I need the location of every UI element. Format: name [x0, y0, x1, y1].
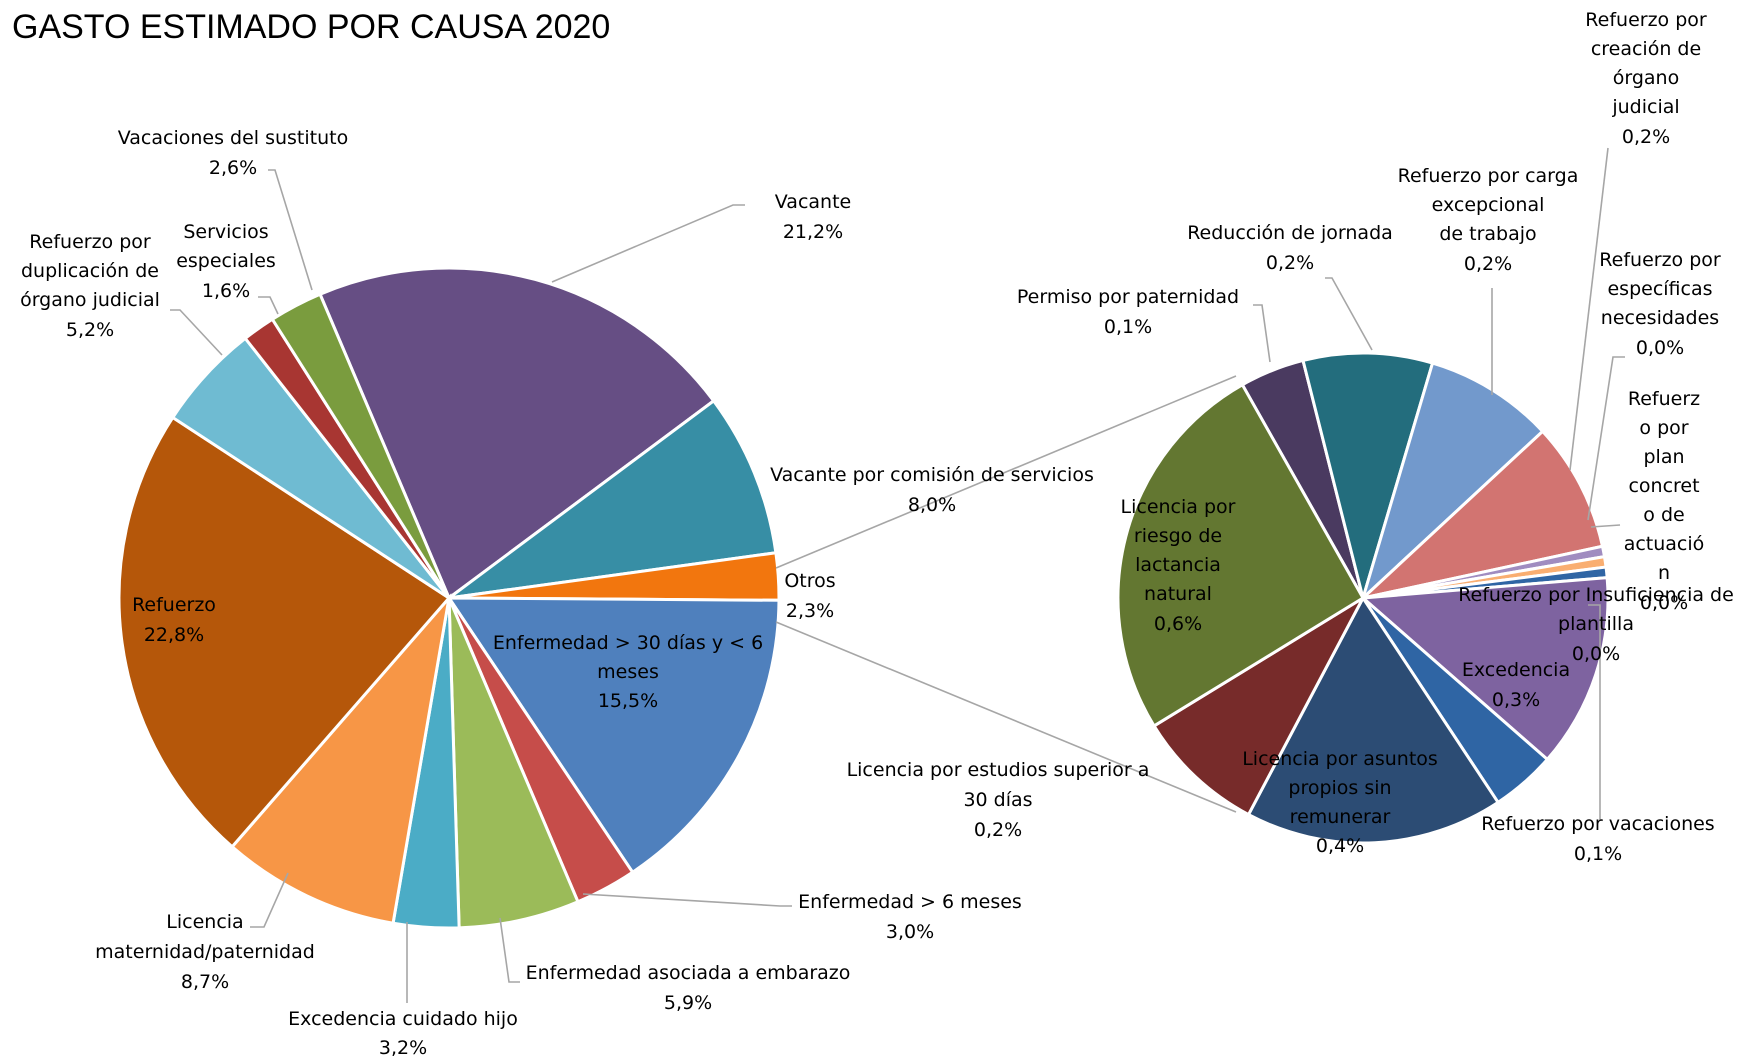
label-lactancia: Licencia por riesgo de lactancia natural 0,6…: [1121, 496, 1236, 635]
label-excedencia-cuidado: Excedencia cuidado hijo 3,2%: [288, 1008, 518, 1056]
main-pie: [117, 266, 781, 930]
leader-duplicacion: [170, 309, 223, 356]
main-slice-enfermedad-30-dias-y-6-meses: [446, 596, 781, 875]
label-duplicacion: Refuerzo por duplicación de órgano judicia…: [20, 231, 160, 341]
leader-vacante: [551, 204, 745, 283]
label-otros: Otros 2,3%: [784, 570, 835, 622]
leader-servicios-especiales: [258, 296, 279, 315]
label-licencia-maternidad: Licencia maternidad/paternidad 8,7%: [95, 911, 315, 993]
leader-especificas: [1587, 356, 1625, 521]
main-slice-vacante: [318, 266, 716, 601]
leader-permiso-paternidad: [1253, 304, 1271, 363]
leader-reduccion-jornada: [1325, 277, 1373, 351]
label-reduccion-jornada: Reducción de jornada 0,2%: [1187, 222, 1393, 274]
main-slice-enfermedad-asociada-a-embarazo: [447, 597, 580, 930]
main-slice-vacaciones-del-sustituto: [270, 292, 451, 599]
label-carga-excepcional: Refuerzo por carga excepcional de trabajo 0…: [1398, 165, 1579, 275]
leader-vacaciones-sustituto: [268, 169, 313, 291]
secondary-slice-reduccion-de-jornada: [1301, 351, 1435, 604]
label-vacante: Vacante 21,2%: [775, 191, 851, 243]
leader-enfermedad-6: [582, 893, 792, 907]
label-vacante-comision: Vacante por comisión de servicios 8,0%: [770, 464, 1094, 516]
main-slice-vacante-por-comision-de-servicios: [448, 398, 778, 600]
chart-title: GASTO ESTIMADO POR CAUSA 2020: [12, 8, 610, 46]
secondary-slice-licencia-por-estudios-superior-a-30-dias: [1151, 593, 1367, 817]
secondary-slice-licencia-por-riesgo-de-lactancia-natural: [1116, 382, 1366, 729]
label-vacaciones-sustituto: Vacaciones del sustituto 2,6%: [118, 127, 348, 179]
leader-embarazo: [499, 917, 520, 983]
label-permiso-paternidad: Permiso por paternidad 0,1%: [1017, 286, 1239, 338]
leader-creacion-organo: [1569, 147, 1609, 471]
main-slice-refuerzo: [117, 415, 452, 849]
secondary-pie: [1116, 351, 1610, 845]
connector-line-top: [775, 375, 1237, 569]
secondary-slice-refuerzo-por-creacion-de-organo-judicial: [1357, 429, 1605, 601]
label-embarazo: Enfermedad asociada a embarazo 5,9%: [526, 962, 851, 1014]
label-plan-concreto: Refuerz o por plan concret o de actuació n 0,0%: [1624, 388, 1705, 614]
label-insuficiencia: Refuerzo por Insuficiencia de plantilla 0,…: [1458, 584, 1734, 665]
label-servicios-especiales: Servicios especiales 1,6%: [176, 221, 276, 302]
label-refuerzo-vacaciones: Refuerzo por vacaciones 0,1%: [1481, 813, 1714, 865]
connector-line-bottom: [775, 621, 1237, 813]
label-refuerzo: Refuerzo 22,8%: [132, 594, 216, 646]
label-creacion-organo: Refuerzo por creación de órgano judicial 0,2…: [1585, 9, 1707, 148]
label-especificas: Refuerzo por específicas necesidades 0,0%: [1599, 249, 1721, 359]
label-estudios: Licencia por estudios superior a 30 días 0…: [847, 759, 1150, 841]
leader-licencia-maternidad: [250, 872, 289, 928]
leader-vacaciones: [1588, 604, 1601, 820]
label-enfermedad-30: Enfermedad > 30 días y < 6 meses 15,5%: [493, 632, 763, 712]
label-enfermedad-6: Enfermedad > 6 meses 3,0%: [798, 891, 1022, 943]
main-slice-licencia-maternidad-paternidad: [230, 592, 452, 925]
label-asuntos-propios: Licencia por asuntos propios sin remunerar…: [1242, 748, 1438, 857]
leader-plan-concreto: [1590, 524, 1621, 528]
secondary-slice-excedencia: [1359, 575, 1610, 762]
label-excedencia: Excedencia 0,3%: [1462, 659, 1570, 711]
secondary-slice-licencia-por-asuntos-propios-sin-remunerar: [1246, 595, 1501, 845]
